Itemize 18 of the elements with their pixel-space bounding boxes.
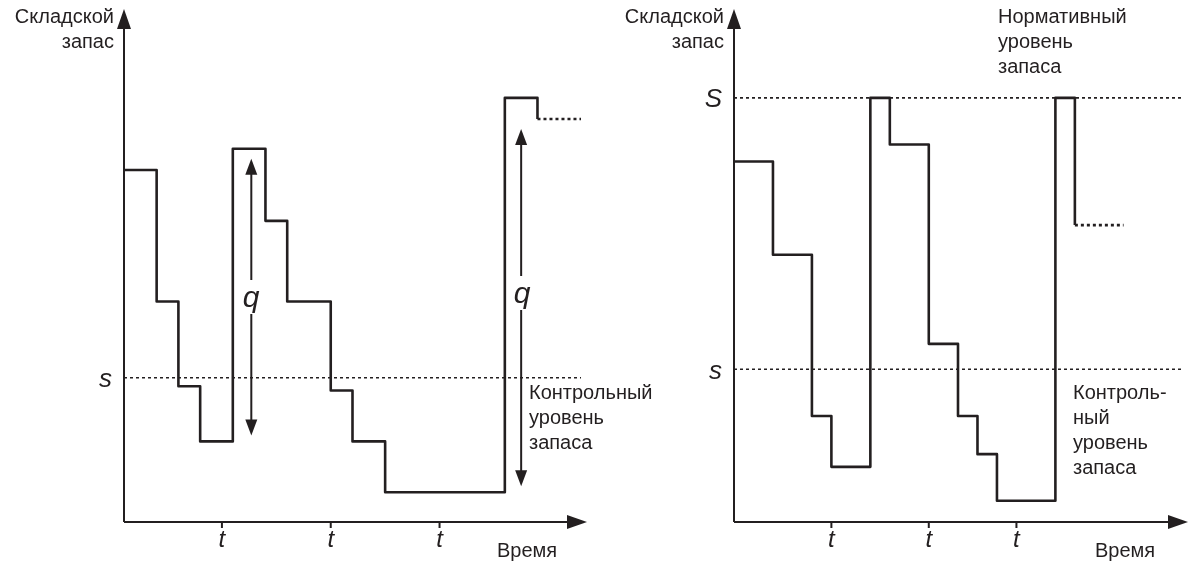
x-axis-title: Время bbox=[1095, 538, 1156, 563]
ref-line-label: s bbox=[709, 354, 722, 385]
ref-line-label: s bbox=[99, 363, 112, 394]
x-tick-label: t bbox=[218, 525, 227, 553]
annotation: Контрольный уровень запаса bbox=[529, 380, 653, 455]
x-axis-title: Время bbox=[497, 538, 558, 563]
annotation: Контроль- ный уровень запаса bbox=[1073, 380, 1167, 480]
x-tick-label: t bbox=[436, 525, 445, 553]
annotation: q bbox=[513, 276, 531, 310]
annotation: q bbox=[242, 280, 260, 314]
y-axis-title: Складской запас bbox=[624, 4, 724, 54]
x-tick-label: t bbox=[327, 525, 336, 553]
ref-line-label: S bbox=[704, 83, 723, 114]
x-tick-label: t bbox=[828, 525, 837, 553]
y-axis-title: Складской запас bbox=[14, 4, 114, 54]
x-tick-label: t bbox=[1013, 525, 1022, 553]
x-tick-label: t bbox=[925, 525, 934, 553]
text: Нормативный уровень запаса bbox=[998, 4, 1127, 79]
